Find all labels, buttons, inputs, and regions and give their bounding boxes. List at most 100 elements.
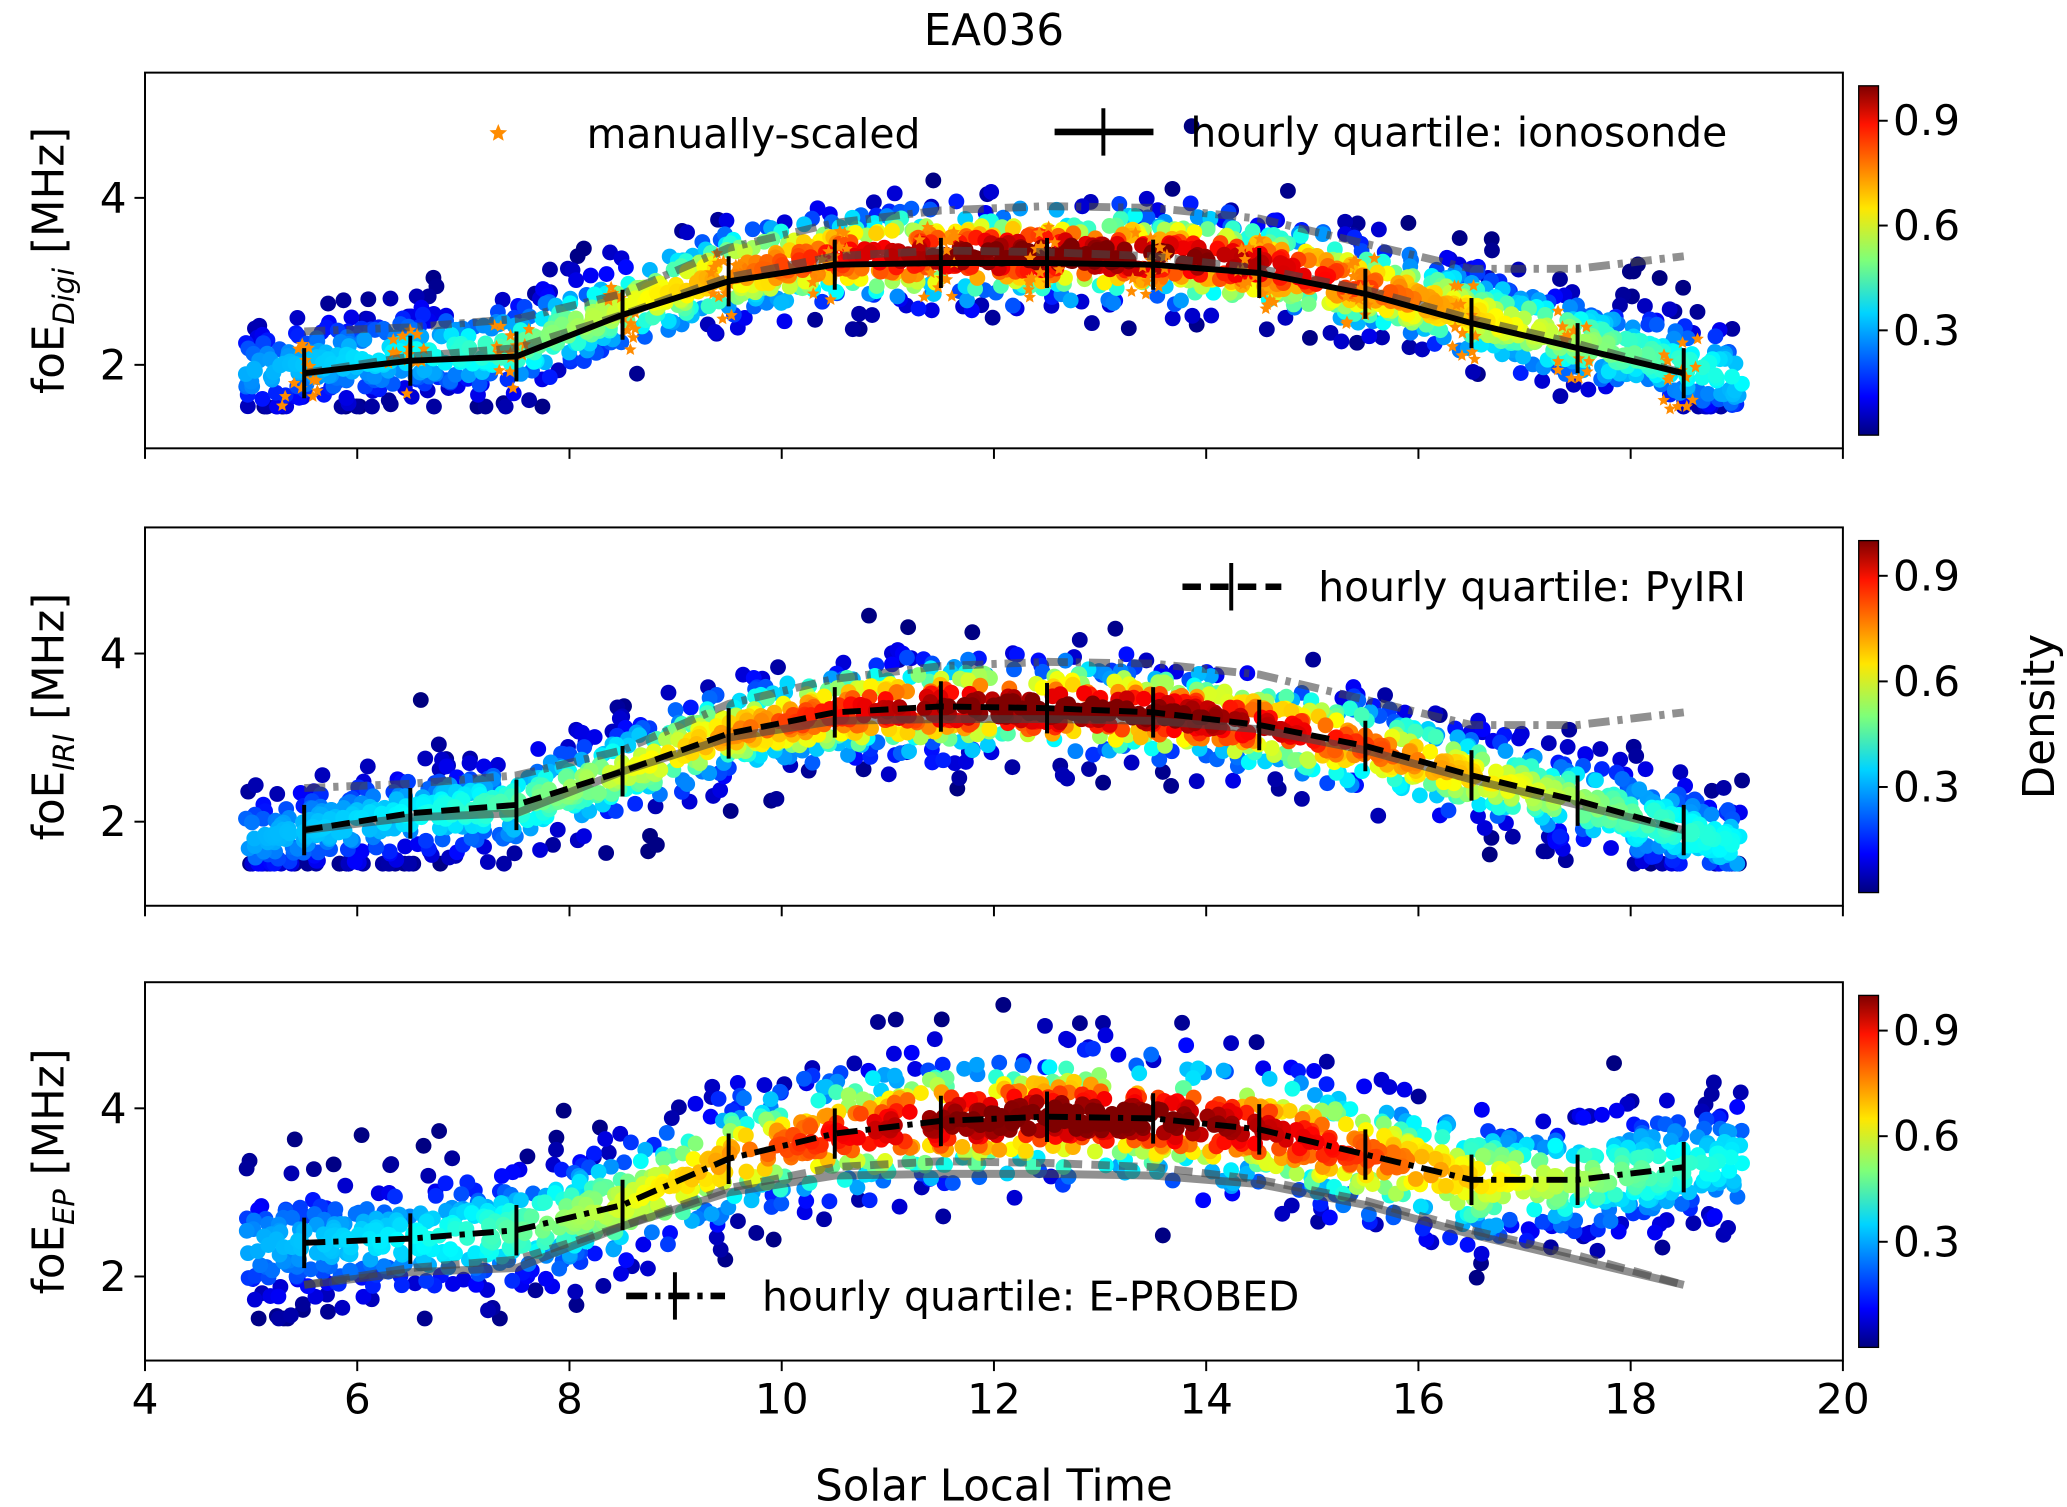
manual-star-point: [949, 230, 962, 243]
density-point: [1064, 676, 1081, 693]
density-point: [356, 331, 373, 348]
density-point: [254, 390, 271, 407]
density-point: [658, 731, 674, 748]
density-point: [1729, 1099, 1746, 1115]
density-point: [934, 1056, 951, 1073]
density-scatter: [238, 996, 1750, 1327]
manual-star-point: [712, 290, 726, 303]
density-point: [1318, 1076, 1335, 1093]
density-point: [1342, 1101, 1359, 1118]
density-point: [861, 1192, 878, 1209]
density-point: [1377, 687, 1393, 704]
density-point: [802, 249, 819, 266]
manual-star-point: [1686, 393, 1699, 406]
density-point: [1041, 1059, 1058, 1076]
density-point: [392, 1217, 409, 1233]
density-point: [1729, 1188, 1746, 1205]
density-point: [338, 390, 355, 406]
y-tick-label: 4: [100, 173, 127, 222]
density-point: [1422, 743, 1439, 760]
density-point: [1201, 686, 1217, 703]
density-point: [1732, 1084, 1749, 1101]
density-point: [1188, 773, 1205, 790]
density-point: [708, 1229, 725, 1246]
density-point: [899, 1092, 916, 1108]
legend-label: hourly quartile: PyIRI: [1318, 563, 1746, 611]
density-point: [743, 1192, 760, 1209]
density-point: [463, 1205, 480, 1221]
manual-star-point: [1680, 399, 1694, 412]
density-point: [849, 1179, 866, 1196]
density-point: [453, 1186, 470, 1203]
manual-star-point: [488, 318, 501, 331]
density-point: [283, 1165, 300, 1182]
density-point: [802, 1119, 819, 1135]
density-point: [1374, 329, 1390, 346]
density-point: [1353, 706, 1370, 723]
density-point: [1274, 1205, 1291, 1222]
density-point: [756, 1077, 773, 1093]
density-point: [1173, 292, 1189, 309]
density-point: [1054, 767, 1071, 783]
density-point: [776, 313, 793, 330]
density-point: [1459, 1236, 1476, 1253]
density-point: [1281, 1102, 1298, 1119]
density-point: [891, 1198, 908, 1215]
density-point: [773, 1195, 790, 1212]
density-point: [1488, 763, 1504, 780]
manual-star-point: [1689, 360, 1702, 373]
density-point: [1413, 1148, 1430, 1165]
manual-star-point: [311, 384, 324, 397]
density-point: [1449, 729, 1466, 746]
density-point: [667, 702, 684, 718]
manual-star-point: [706, 286, 720, 299]
density-point: [286, 1131, 303, 1148]
density-point: [1484, 242, 1500, 259]
manual-star-point: [840, 242, 853, 255]
colorbar-tick-label: 0.9: [1893, 551, 1960, 600]
density-point: [1290, 1063, 1306, 1079]
density-point: [1127, 208, 1143, 224]
density-scatter: [238, 607, 1750, 872]
density-point: [1661, 301, 1678, 318]
density-point: [426, 398, 442, 415]
density-point: [886, 185, 903, 202]
density-point: [816, 688, 833, 705]
density-point: [1277, 309, 1294, 326]
legend-label: manually-scaled: [587, 110, 921, 158]
density-point: [1375, 1115, 1392, 1132]
density-point: [1647, 1224, 1663, 1241]
legend-star-icon: [489, 124, 508, 141]
density-point: [1261, 1070, 1278, 1087]
density-point: [505, 821, 522, 838]
density-point: [586, 1145, 602, 1162]
manual-star-point: [824, 293, 837, 306]
density-point: [1071, 631, 1088, 648]
manual-star-point: [1259, 302, 1272, 315]
manual-star-point: [1339, 290, 1353, 303]
density-point: [1612, 751, 1629, 768]
density-point: [1504, 828, 1521, 845]
density-point: [865, 194, 882, 211]
density-point: [613, 1265, 629, 1282]
manual-star-point: [278, 389, 292, 402]
density-point: [567, 1283, 584, 1300]
density-point: [1381, 1079, 1398, 1095]
y-tick-label: 4: [100, 629, 127, 678]
density-point: [1184, 307, 1201, 324]
density-point: [643, 1224, 660, 1241]
density-point: [1058, 1030, 1074, 1047]
density-point: [1163, 778, 1180, 794]
density-point: [685, 1151, 702, 1167]
density-point: [269, 786, 286, 802]
density-point: [420, 288, 437, 305]
density-point: [706, 324, 723, 340]
legend: manually-scaled hourly quartile: ionosond…: [489, 108, 1727, 158]
density-point: [1263, 740, 1280, 757]
density-point: [569, 248, 586, 265]
manual-star-point: [1126, 272, 1139, 285]
density-point: [283, 1307, 299, 1324]
density-point: [979, 737, 996, 754]
density-point: [568, 272, 584, 289]
